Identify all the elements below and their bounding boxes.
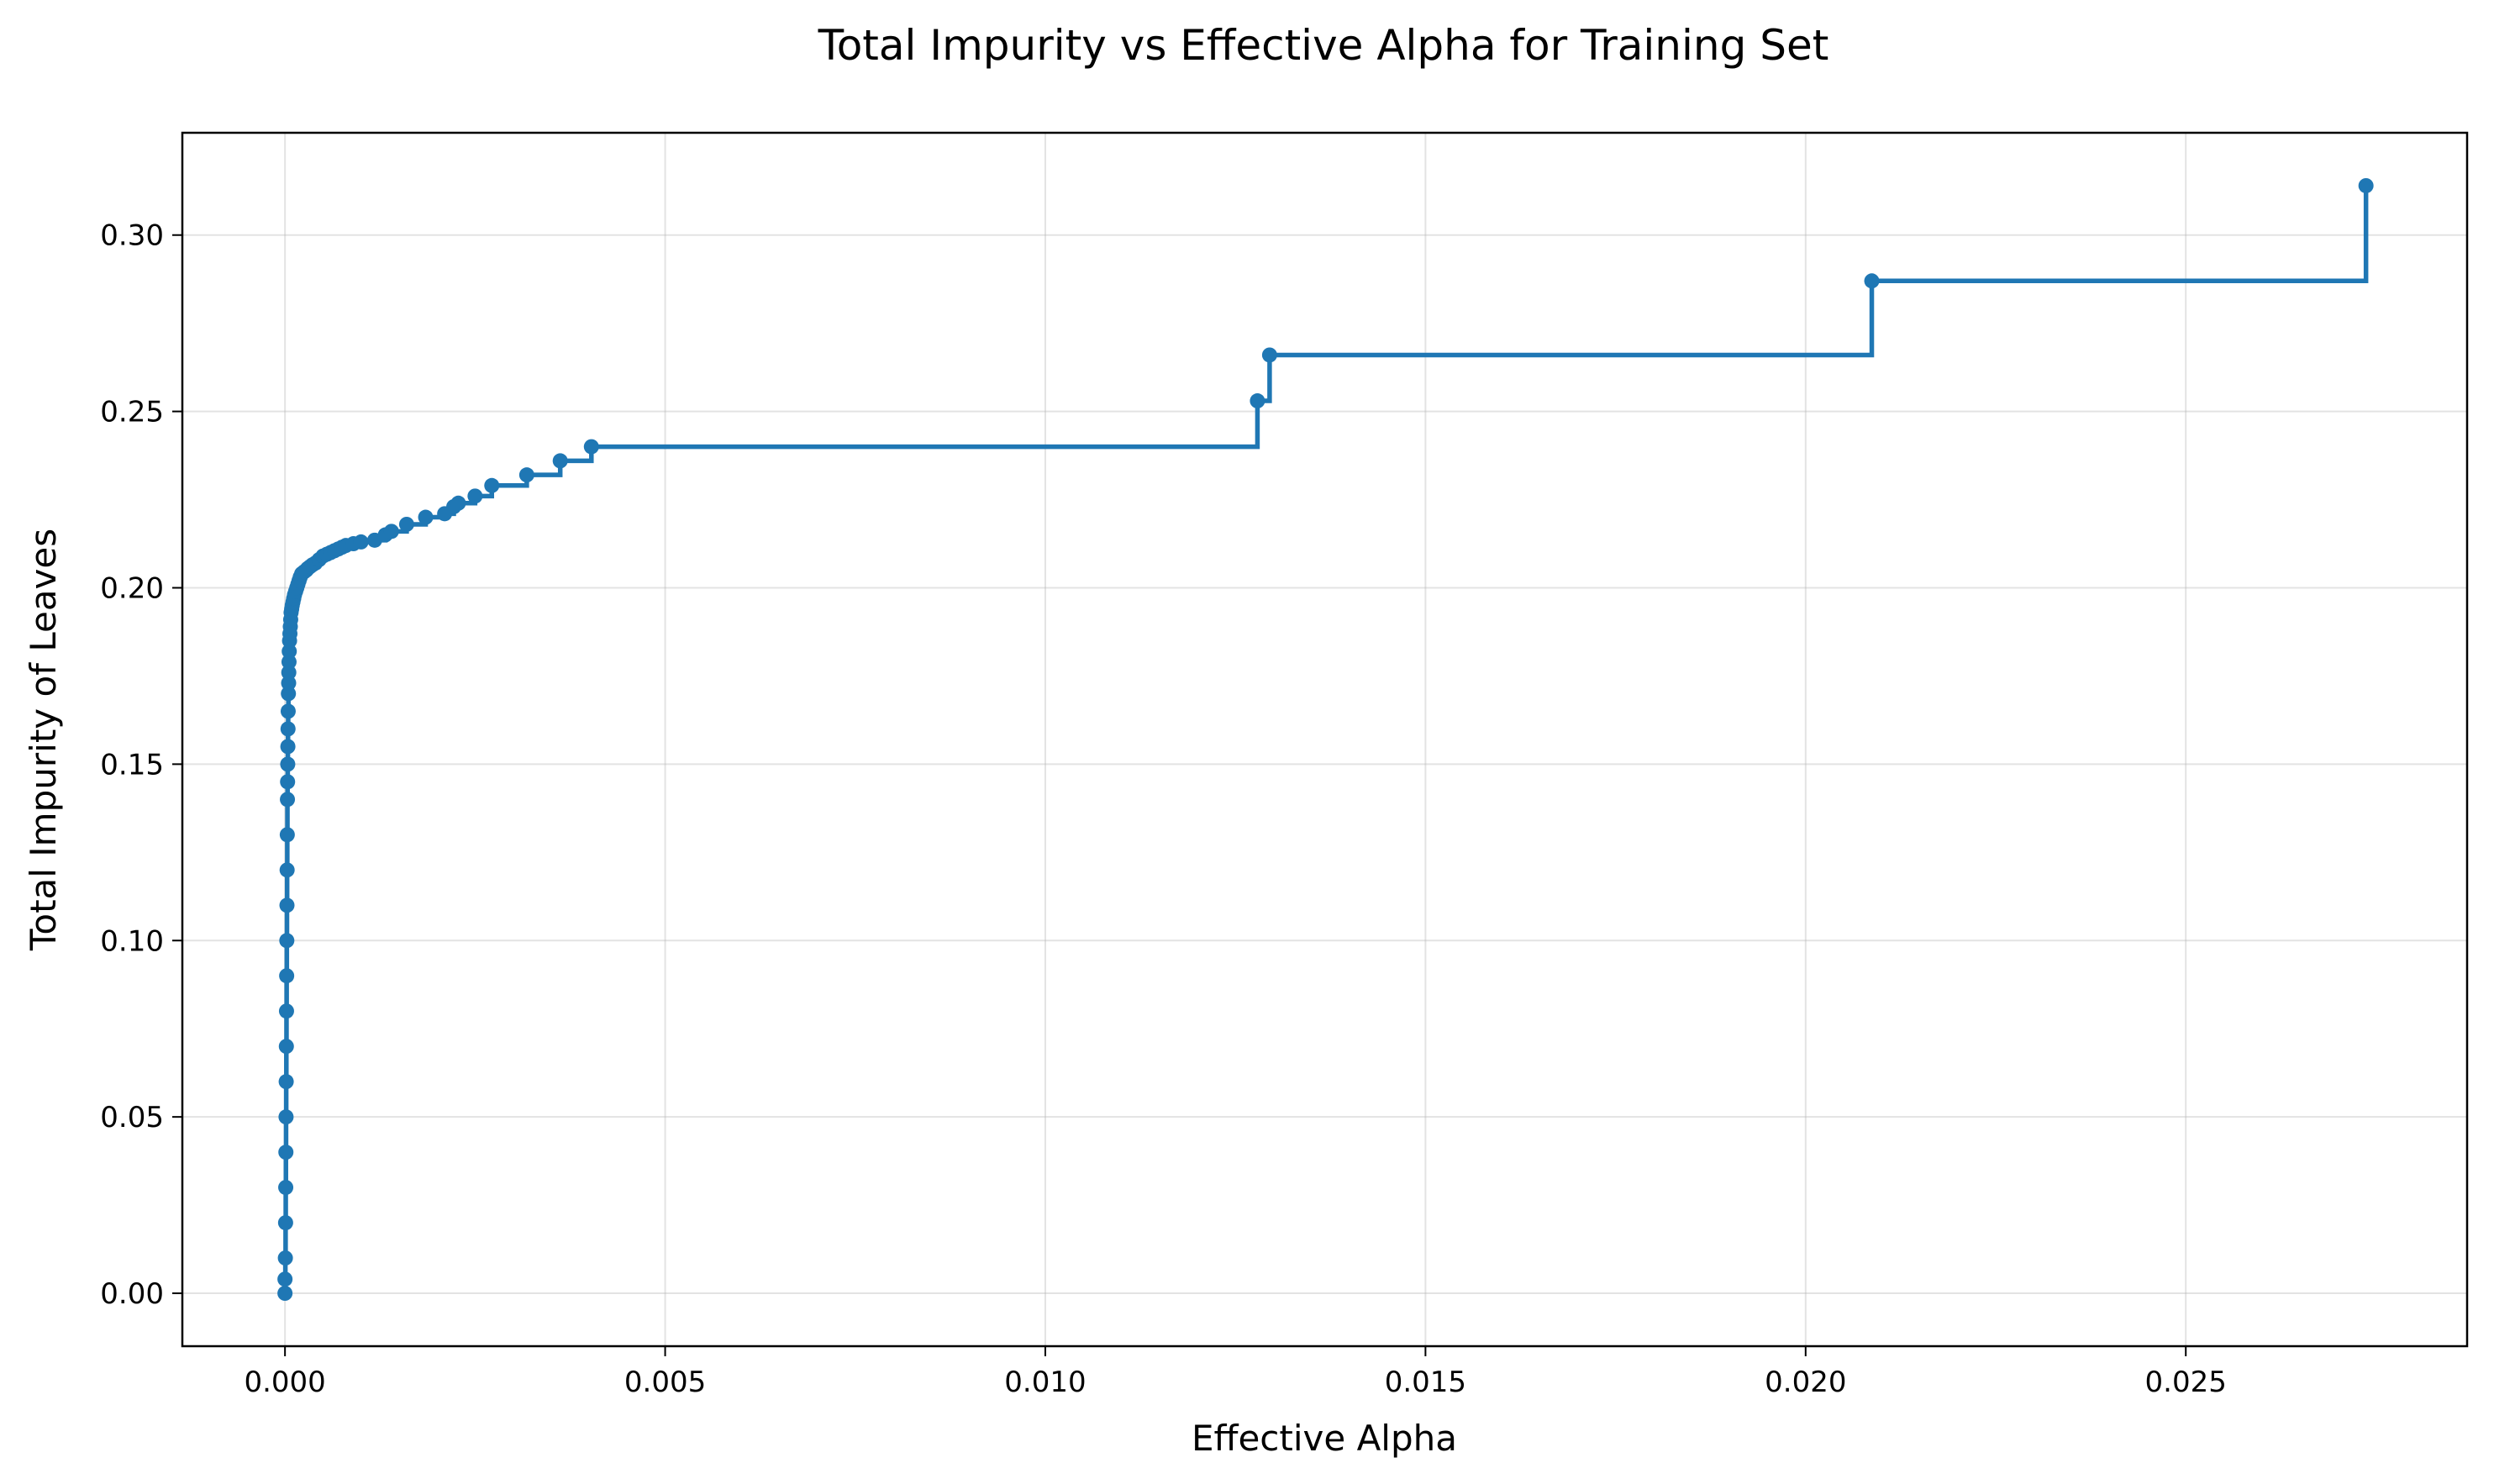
data-point xyxy=(398,516,414,532)
data-point xyxy=(281,675,297,691)
data-point xyxy=(279,968,295,984)
data-point xyxy=(278,1180,294,1196)
data-point xyxy=(278,1145,294,1160)
chart-title: Total Impurity vs Effective Alpha for Tr… xyxy=(818,21,1829,70)
x-axis-label: Effective Alpha xyxy=(1192,1418,1457,1459)
data-point xyxy=(518,467,534,483)
x-tick-label: 0.020 xyxy=(1765,1366,1846,1399)
x-tick-label: 0.025 xyxy=(2145,1366,2227,1399)
data-point xyxy=(383,524,399,539)
data-point xyxy=(278,1003,294,1019)
y-tick-label: 0.25 xyxy=(100,396,164,429)
data-point xyxy=(281,665,297,681)
data-point xyxy=(281,654,297,670)
data-point xyxy=(278,1074,294,1090)
data-point xyxy=(1864,273,1880,289)
plot-frame xyxy=(181,131,2469,1348)
data-point xyxy=(277,1250,293,1266)
grid xyxy=(182,133,2467,1346)
y-tick-label: 0.05 xyxy=(100,1101,164,1134)
data-point xyxy=(1250,393,1265,409)
data-point xyxy=(450,495,466,511)
data-point xyxy=(278,1109,294,1125)
y-axis-ticks: 0.00 0.05 0.10 0.15 0.20 0.25 0.30 xyxy=(100,219,182,1311)
data-point xyxy=(2358,177,2374,193)
data-point xyxy=(353,534,369,550)
y-axis-label: Total Impurity of Leaves xyxy=(23,529,64,951)
data-point xyxy=(280,756,296,772)
data-point xyxy=(279,933,295,949)
data-point xyxy=(280,792,296,808)
data-point xyxy=(484,477,500,493)
data-point xyxy=(280,774,296,790)
data-point xyxy=(467,488,483,504)
x-tick-label: 0.010 xyxy=(1004,1366,1086,1399)
x-axis-ticks: 0.000 0.005 0.010 0.015 0.020 0.025 xyxy=(244,1346,2227,1399)
data-point xyxy=(279,862,295,878)
data-point xyxy=(277,1215,293,1231)
y-tick-label: 0.15 xyxy=(100,748,164,781)
data-point xyxy=(280,721,296,737)
data-point xyxy=(418,509,434,525)
data-point xyxy=(281,644,297,660)
data-point xyxy=(279,827,295,843)
data-point xyxy=(279,897,295,913)
series-impurity xyxy=(277,177,2374,1302)
data-point xyxy=(280,739,296,755)
data-point xyxy=(280,703,296,719)
y-tick-label: 0.30 xyxy=(100,219,164,253)
data-point xyxy=(277,1271,293,1287)
data-point xyxy=(583,439,599,455)
y-tick-label: 0.20 xyxy=(100,572,164,606)
x-tick-label: 0.015 xyxy=(1385,1366,1466,1399)
data-point xyxy=(278,1039,294,1055)
data-point xyxy=(277,1286,293,1302)
x-tick-label: 0.000 xyxy=(244,1366,325,1399)
data-point xyxy=(281,686,297,702)
data-point xyxy=(1261,347,1277,363)
y-tick-label: 0.00 xyxy=(100,1277,164,1311)
x-tick-label: 0.005 xyxy=(624,1366,706,1399)
y-tick-label: 0.10 xyxy=(100,924,164,958)
data-point xyxy=(552,453,568,469)
